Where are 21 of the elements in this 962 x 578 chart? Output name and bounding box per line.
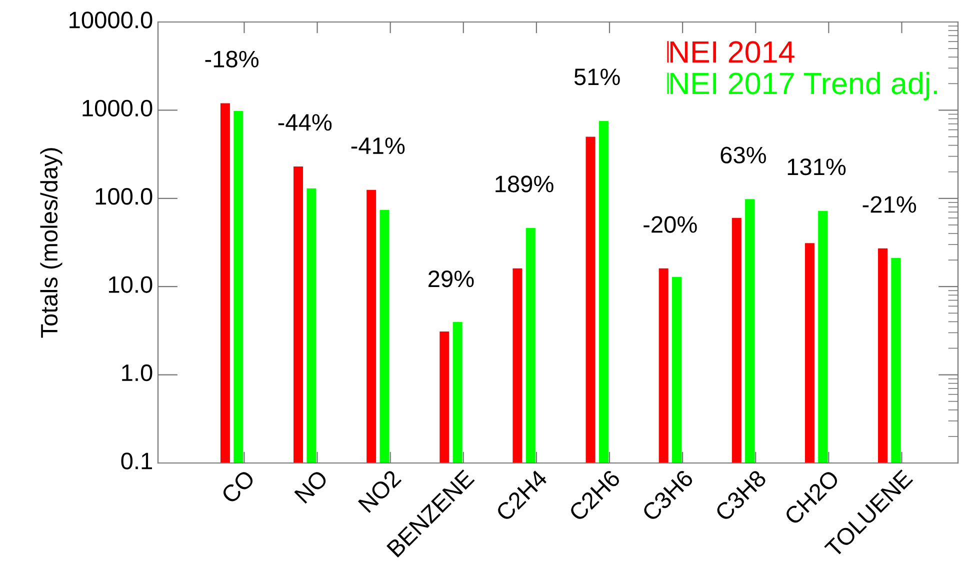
y-tick-label: 0.1 xyxy=(121,452,152,470)
annotation: 63% xyxy=(720,146,766,164)
annotation: -21% xyxy=(862,196,916,213)
annotation: -41% xyxy=(351,137,405,154)
annotation: 131% xyxy=(788,158,846,176)
annotation: -18% xyxy=(205,50,259,68)
y-tick-label: 10.0 xyxy=(108,276,152,293)
x-tick-label: CO xyxy=(220,469,256,504)
x-tick-label: NO xyxy=(294,469,329,504)
y-tick-label: 1.0 xyxy=(122,364,152,382)
y-tick-label: 100.0 xyxy=(96,188,152,205)
annotation: 51% xyxy=(574,68,620,86)
annotation: -20% xyxy=(644,216,697,233)
annotation: 189% xyxy=(496,176,554,192)
y-axis-title: Totals (moles/day) xyxy=(40,148,62,338)
annotation: 29% xyxy=(428,270,474,288)
y-tick-label: 1000.0 xyxy=(82,100,152,117)
legend-label: NEI 2014 xyxy=(670,41,794,63)
y-tick-label: 10000.0 xyxy=(70,12,152,28)
annotation: -44% xyxy=(278,114,332,131)
legend-label: NEI 2017 Trend adj. xyxy=(670,72,937,100)
